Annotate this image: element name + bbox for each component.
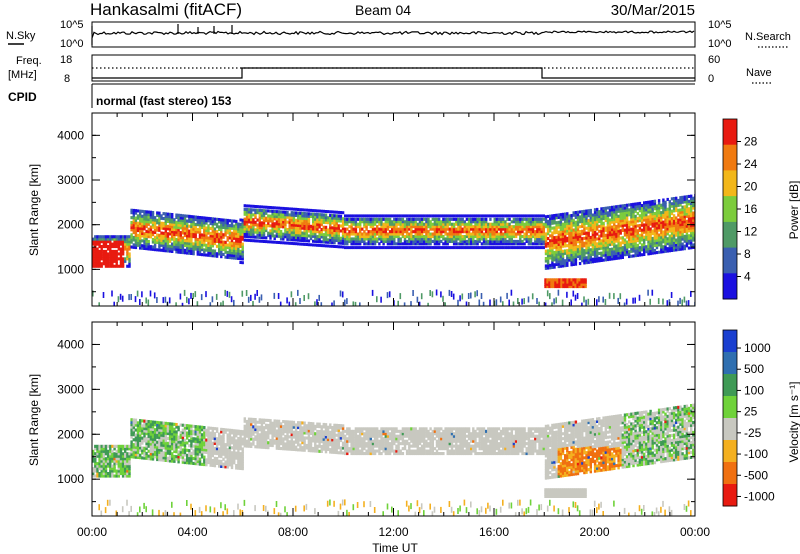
freq-label-1: Freq. (16, 55, 42, 67)
power-ytick-label: 1000 (57, 262, 84, 276)
x-tick-label: 00:00 (77, 525, 107, 539)
power-colorbar-tick: 28 (744, 135, 758, 149)
x-tick-label: 12:00 (378, 525, 408, 539)
power-colorbar-swatch (723, 144, 737, 171)
nsky-label: N.Sky (6, 30, 36, 42)
power-colorbar-tick: 24 (744, 157, 758, 171)
nave-tick-top: 60 (708, 54, 720, 66)
nave-label: Nave (746, 67, 772, 79)
station-title: Hankasalmi (fitACF) (90, 0, 242, 19)
velocity-colorbar-swatch (723, 352, 737, 375)
nsearch-tick-bottom: 10^0 (708, 38, 732, 50)
date-title: 30/Mar/2015 (611, 2, 695, 19)
power-colorbar-tick: 16 (744, 202, 758, 216)
power-ytick-label: 3000 (57, 173, 84, 187)
nsearch-label: N.Search (745, 31, 791, 43)
freq-tick-bottom: 8 (64, 73, 70, 85)
cpid-label: CPID (8, 90, 37, 104)
power-colorbar-label: Power [dB] (787, 181, 800, 240)
velocity-colorbar-swatch (723, 396, 737, 419)
power-colorbar-swatch (723, 273, 737, 300)
velocity-colorbar-swatch (723, 440, 737, 463)
velocity-colorbar-tick: 1000 (744, 341, 771, 355)
nsky-tick-top: 10^5 (60, 19, 84, 31)
velocity-colorbar-tick: -100 (744, 447, 768, 461)
velocity-ylabel: Slant Range [km] (27, 374, 41, 466)
freq-trace (92, 67, 695, 79)
power-ylabel: Slant Range [km] (27, 164, 41, 256)
velocity-colorbar-tick: -25 (744, 426, 762, 440)
power-colorbar: 4 8 12 16 20 24 28 (722, 118, 758, 300)
power-axes: 1000 2000 3000 4000 (57, 112, 696, 306)
velocity-colorbar-label: Velocity [m s⁻¹] (787, 381, 800, 462)
power-colorbar-swatch (723, 247, 737, 274)
velocity-axes: 1000 2000 3000 4000 (57, 321, 696, 516)
velocity-ytick-label: 4000 (57, 337, 84, 351)
x-axis-label: Time UT (372, 541, 418, 554)
nsky-strip (91, 21, 696, 48)
freq-tick-top: 18 (60, 54, 72, 66)
beam-title: Beam 04 (355, 2, 411, 18)
velocity-colorbar-swatch (723, 462, 737, 485)
x-tick-label: 00:00 (680, 525, 710, 539)
velocity-colorbar-swatch (723, 418, 737, 441)
power-colorbar-tick: 4 (744, 270, 751, 284)
velocity-ytick-label: 1000 (57, 472, 84, 486)
power-colorbar-swatch (723, 221, 737, 249)
freq-label-2: [MHz] (8, 69, 37, 81)
power-ytick-label: 4000 (57, 128, 84, 142)
power-colorbar-swatch (723, 170, 737, 197)
power-colorbar-swatch (723, 119, 737, 146)
velocity-heatmap (92, 403, 695, 516)
velocity-colorbar-swatch (723, 374, 737, 397)
nave-tick-bottom: 0 (708, 73, 714, 85)
x-tick-label: 08:00 (278, 525, 308, 539)
cpid-strip (91, 83, 695, 108)
velocity-ytick-label: 2000 (57, 427, 84, 441)
velocity-colorbar-tick: -500 (744, 468, 768, 482)
power-heatmap (92, 194, 695, 306)
nsearch-tick-top: 10^5 (708, 19, 732, 31)
velocity-colorbar-tick: 25 (744, 405, 758, 419)
x-tick-labels: 00:00 04:00 08:00 12:00 16:00 20:00 00:00 (77, 525, 710, 539)
cpid-text: normal (fast stereo) 153 (96, 94, 232, 108)
velocity-colorbar-swatch (723, 484, 737, 507)
velocity-ytick-label: 3000 (57, 382, 84, 396)
velocity-colorbar-tick: 100 (744, 383, 764, 397)
power-colorbar-swatch (723, 196, 737, 223)
nsky-trace (91, 30, 695, 45)
power-colorbar-tick: 20 (744, 180, 758, 194)
x-tick-label: 20:00 (579, 525, 609, 539)
velocity-colorbar-tick: 500 (744, 362, 764, 376)
power-colorbar-tick: 12 (744, 225, 758, 239)
power-ytick-label: 2000 (57, 218, 84, 232)
nsky-tick-bottom: 10^0 (60, 38, 84, 50)
x-tick-label: 04:00 (177, 525, 207, 539)
velocity-colorbar-swatch (723, 330, 737, 353)
x-tick-label: 16:00 (479, 525, 509, 539)
power-colorbar-tick: 8 (744, 247, 751, 261)
velocity-colorbar-tick: -1000 (744, 489, 775, 503)
freq-strip (91, 54, 696, 82)
velocity-colorbar: 1000 500 100 25 -25 -100 -500 -1000 (722, 329, 775, 507)
